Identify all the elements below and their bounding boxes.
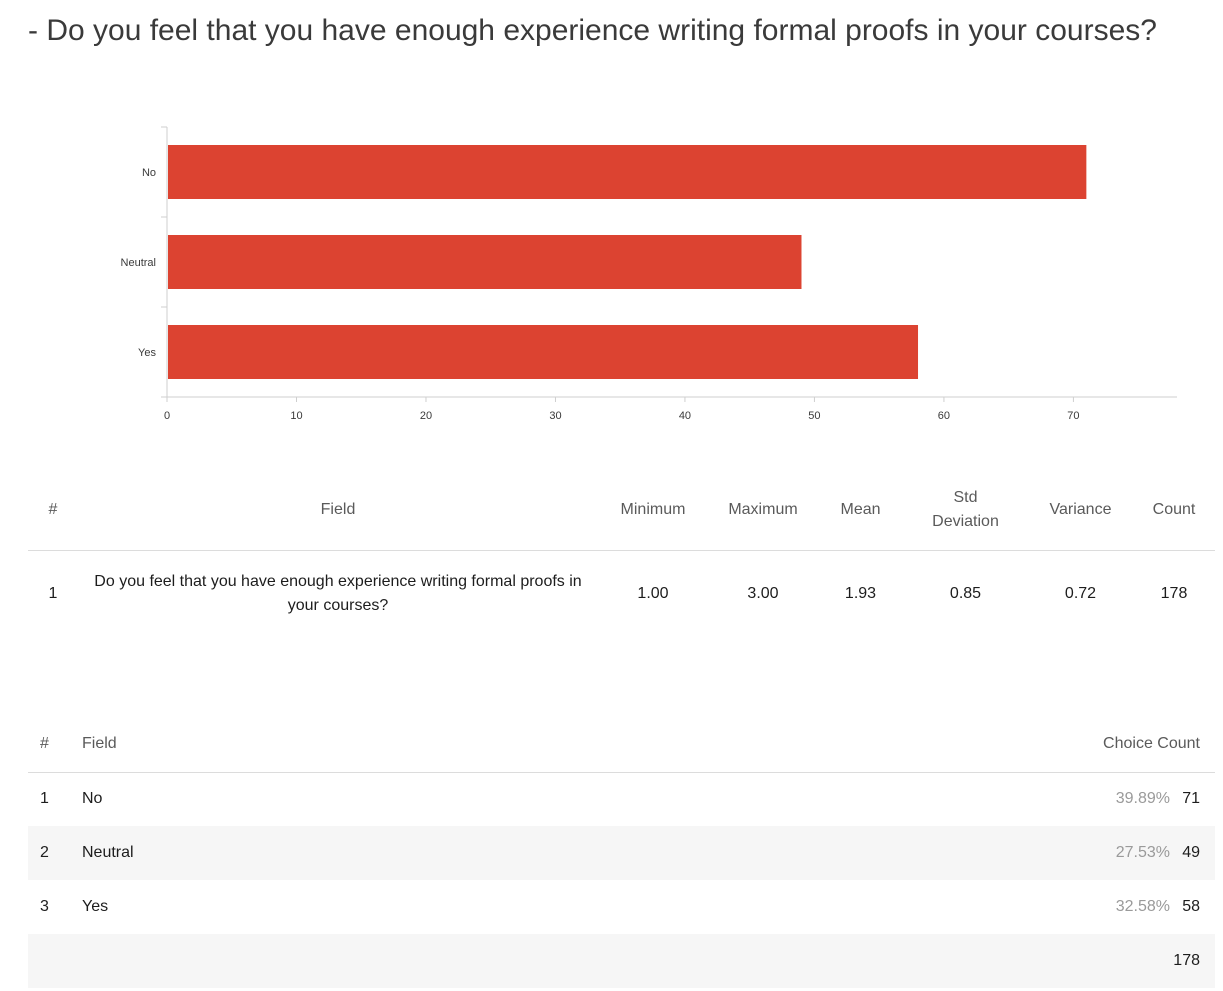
header-field: Field xyxy=(78,470,598,551)
x-tick-label: 50 xyxy=(808,410,820,422)
header-variance: Variance xyxy=(1028,470,1133,551)
row-maximum: 3.00 xyxy=(747,585,779,603)
choice-header-hash: # xyxy=(28,717,82,773)
row-hash: 1 xyxy=(48,585,58,603)
x-tick-label: 60 xyxy=(938,410,950,422)
x-tick-label: 70 xyxy=(1067,410,1079,422)
row-variance: 0.72 xyxy=(1064,585,1097,603)
choice-row-hash: 3 xyxy=(40,898,49,915)
choice-count: 49 xyxy=(1182,844,1200,861)
header-maximum: Maximum xyxy=(708,470,818,551)
table-row: 1 No 39.89% 71 xyxy=(28,772,1215,826)
total-row-field xyxy=(82,934,1055,988)
bar-yes xyxy=(168,325,919,379)
choice-row-field: Yes xyxy=(82,898,109,915)
row-mean: 1.93 xyxy=(844,585,877,603)
choice-total: 178 xyxy=(1173,952,1200,969)
row-minimum: 1.00 xyxy=(637,585,669,603)
x-tick-label: 0 xyxy=(164,410,170,422)
choice-count: 71 xyxy=(1182,790,1200,808)
y-tick-label: Neutral xyxy=(121,257,156,269)
choice-percent: 32.58% xyxy=(1115,898,1170,915)
choice-row-count-cell: 39.89% 71 xyxy=(1055,772,1215,826)
header-std-deviation-label: Std Deviation xyxy=(932,488,999,530)
table-row: 3 Yes 32.58% 58 xyxy=(28,880,1215,934)
x-tick-label: 10 xyxy=(290,410,302,422)
choice-row-count-cell: 32.58% 58 xyxy=(1055,880,1215,934)
statistics-table: # Field Minimum Maximum Mean Std Deviati… xyxy=(28,470,1215,638)
bar-chart: No Neutral Yes 0 10 20 30 40 50 60 70 xyxy=(121,126,1177,422)
choice-row-field: Neutral xyxy=(82,826,1055,880)
choice-percent: 39.89% xyxy=(1115,790,1170,808)
table-row: 1 Do you feel that you have enough exper… xyxy=(28,550,1215,638)
header-mean: Mean xyxy=(818,470,903,551)
total-row-hash xyxy=(28,934,82,988)
row-std-deviation: 0.85 xyxy=(949,585,982,603)
question-title: - Do you feel that you have enough exper… xyxy=(28,14,1157,47)
total-row-count-cell: 178 xyxy=(1055,934,1215,988)
choice-row-hash: 2 xyxy=(28,826,82,880)
header-hash: # xyxy=(28,470,78,551)
choice-count: 58 xyxy=(1182,898,1200,915)
choice-header-choice-count: Choice Count xyxy=(1055,717,1215,773)
statistics-header-row: # Field Minimum Maximum Mean Std Deviati… xyxy=(28,470,1215,551)
bar-no xyxy=(168,145,1087,199)
choice-row-count-cell: 27.53% 49 xyxy=(1055,826,1215,880)
x-tick-label: 30 xyxy=(549,410,561,422)
row-count: 178 xyxy=(1160,585,1188,603)
x-tick-label: 20 xyxy=(420,410,432,422)
header-std-deviation: Std Deviation xyxy=(903,470,1028,551)
choice-header-field: Field xyxy=(82,717,1055,773)
row-field: Do you feel that you have enough experie… xyxy=(94,573,582,615)
table-row: 2 Neutral 27.53% 49 xyxy=(28,826,1215,880)
choice-percent: 27.53% xyxy=(1115,844,1170,861)
choice-row-field: No xyxy=(82,790,103,808)
y-tick-label: No xyxy=(142,167,156,179)
bar-neutral xyxy=(168,235,802,289)
choice-count-table: # Field Choice Count 1 No 39.89% 71 2 Neu… xyxy=(28,717,1215,988)
y-tick-label: Yes xyxy=(138,347,156,359)
x-tick-label: 40 xyxy=(679,410,691,422)
total-row: 178 xyxy=(28,934,1215,988)
header-minimum: Minimum xyxy=(598,470,708,551)
choice-header-row: # Field Choice Count xyxy=(28,717,1215,773)
choice-row-hash: 1 xyxy=(40,790,49,808)
header-count: Count xyxy=(1133,470,1215,551)
